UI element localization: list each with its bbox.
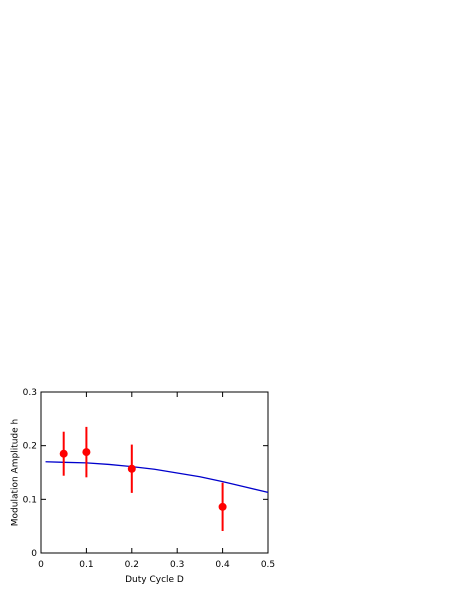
x-tick-label: 0.1 [79,560,93,570]
y-axis-label: Modulation Amplitude h [11,419,21,527]
y-tick-label: 0.1 [23,495,37,505]
y-tick-label: 0.2 [23,442,37,452]
x-tick-label: 0.2 [125,560,139,570]
data-point [59,449,68,458]
x-tick-label: 0 [38,560,44,570]
x-tick-label: 0.3 [170,560,184,570]
x-tick-label: 0.5 [261,560,275,570]
plot-frame [40,391,269,554]
y-tick-label: 0.3 [23,388,37,398]
fit-line [45,461,269,493]
y-tick-label: 0 [31,549,37,559]
data-point [82,448,91,457]
data-point [218,502,227,511]
x-axis-label: Duty Cycle D [125,575,184,585]
x-tick-label: 0.4 [215,560,230,570]
data-point [127,464,136,473]
